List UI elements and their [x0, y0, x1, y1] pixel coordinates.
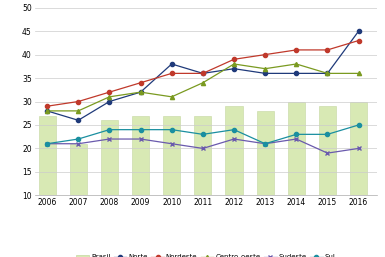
Bar — [256, 111, 274, 242]
Bar — [350, 102, 367, 242]
Bar — [101, 120, 118, 242]
Legend: Brasil, Norte, Nordeste, Centro-oeste, Sudeste, Sul: Brasil, Norte, Nordeste, Centro-oeste, S… — [74, 252, 338, 257]
Bar — [226, 106, 243, 242]
Bar — [288, 102, 305, 242]
Bar — [163, 116, 180, 242]
Bar — [70, 144, 87, 242]
Bar — [319, 106, 336, 242]
Bar — [38, 116, 56, 242]
Bar — [132, 116, 149, 242]
Bar — [194, 116, 211, 242]
